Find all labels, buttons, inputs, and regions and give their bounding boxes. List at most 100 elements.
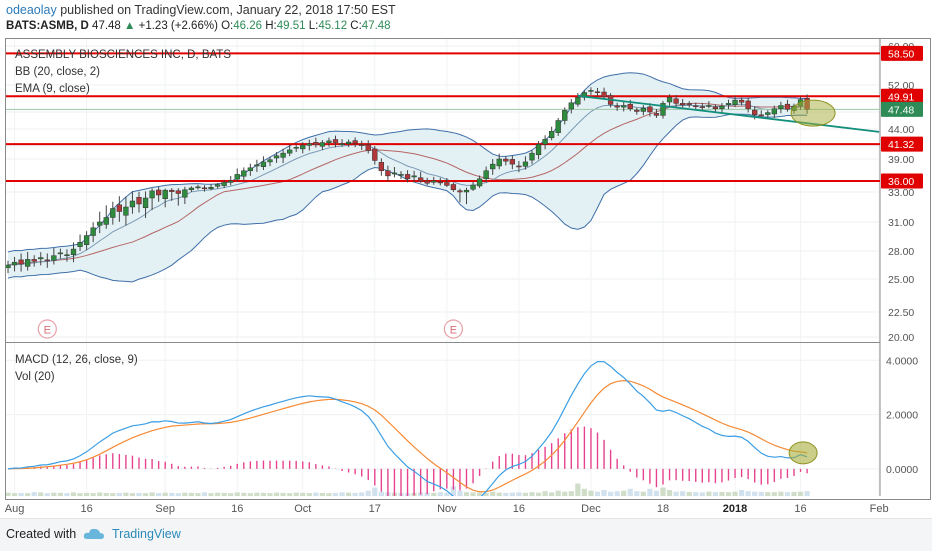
candle-up xyxy=(51,255,57,261)
candle-down xyxy=(503,158,509,162)
volume-bar xyxy=(680,491,686,496)
low-value: 45.12 xyxy=(318,20,348,32)
candle-up xyxy=(293,147,299,149)
volume-bar xyxy=(287,493,293,496)
volume-bar xyxy=(162,492,168,496)
volume-bar xyxy=(110,493,116,496)
candle-down xyxy=(444,182,450,186)
candle-down xyxy=(594,91,601,93)
candle-up xyxy=(326,140,332,143)
candle-down xyxy=(372,148,378,161)
published-text: published on TradingView.com, January 22… xyxy=(60,3,396,17)
volume-bar xyxy=(660,487,666,496)
price-tick-label: 25.00 xyxy=(888,274,914,286)
volume-bar xyxy=(529,492,535,496)
candle-down xyxy=(424,180,430,184)
candle-down xyxy=(614,105,620,108)
volume-bar xyxy=(97,492,103,496)
candle-up xyxy=(398,174,404,176)
candle-up xyxy=(247,167,253,171)
volume-bar xyxy=(234,492,240,496)
low-label: L: xyxy=(308,20,319,32)
highlight-ellipse xyxy=(790,99,836,127)
volume-bar xyxy=(182,492,188,496)
volume-bar xyxy=(542,491,548,496)
x-tick-label: Feb xyxy=(870,503,889,515)
volume-bar xyxy=(653,490,660,496)
volume-bar xyxy=(247,493,253,496)
volume-bar xyxy=(18,492,24,496)
x-tick-label: 16 xyxy=(794,503,806,515)
volume-bar xyxy=(241,492,247,496)
candle-up xyxy=(97,221,103,226)
volume-bar xyxy=(116,492,122,496)
candle-up xyxy=(778,105,784,110)
volume-bar xyxy=(450,486,456,496)
macd-legend: MACD (12, 26, close, 9) xyxy=(15,354,138,366)
candle-up xyxy=(70,248,77,255)
candle-up xyxy=(666,97,673,103)
candle-up xyxy=(529,152,535,161)
tradingview-cloud-icon[interactable] xyxy=(83,527,105,541)
candle-down xyxy=(418,177,424,182)
candle-down xyxy=(437,181,443,184)
high-label: H: xyxy=(265,20,277,32)
candle-down xyxy=(404,174,411,180)
price-label-text: 47.48 xyxy=(888,104,914,116)
candle-down xyxy=(673,98,679,104)
volume-bar xyxy=(522,492,529,496)
volume-bar xyxy=(319,492,325,496)
volume-bar xyxy=(739,490,745,496)
volume-bar xyxy=(765,492,771,496)
tradingview-link[interactable]: TradingView xyxy=(112,527,181,541)
volume-bar xyxy=(503,492,509,496)
candle-up xyxy=(431,180,437,183)
price-tick-label: 20.00 xyxy=(888,332,914,344)
volume-bar xyxy=(758,491,764,496)
x-tick-label: 16 xyxy=(231,503,243,515)
price-change: +1.23 (+2.66%) xyxy=(138,20,218,32)
candle-up xyxy=(162,189,168,200)
price-tick-label: 28.00 xyxy=(888,246,914,258)
candle-down xyxy=(653,113,660,116)
volume-bar xyxy=(352,492,358,496)
candle-up xyxy=(149,190,155,199)
volume-bar xyxy=(306,493,312,496)
price-tick-label: 31.00 xyxy=(888,217,914,229)
volume-bar xyxy=(149,492,155,496)
macd-line xyxy=(7,361,808,496)
chart-canvas[interactable]: EE 20.0022.5025.0028.0031.0033.0036.0039… xyxy=(0,0,932,518)
chart-frame[interactable] xyxy=(5,38,931,500)
author-link[interactable]: odeaolay xyxy=(6,3,57,17)
volume-bar xyxy=(188,492,194,496)
earnings-marker xyxy=(37,319,57,339)
volume-bar xyxy=(372,487,378,496)
symbol-label: BATS:ASMB, D xyxy=(6,20,89,32)
candle-down xyxy=(116,204,122,212)
volume-bar xyxy=(260,492,267,496)
candle-down xyxy=(201,187,208,190)
x-tick-label: Sep xyxy=(155,503,175,515)
earnings-marker xyxy=(443,319,463,339)
volume-bar xyxy=(778,491,784,496)
price-label-text: 58.50 xyxy=(888,48,914,60)
volume-bar xyxy=(123,492,129,496)
volume-bar xyxy=(791,491,797,496)
candle-down xyxy=(699,106,705,108)
candle-up xyxy=(575,97,581,105)
volume-bar xyxy=(437,492,443,496)
candle-up xyxy=(319,142,326,147)
candle-down xyxy=(627,103,633,110)
volume-bar xyxy=(64,493,70,496)
main-legend: ASSEMBLY BIOSCIENCES INC, D, BATS xyxy=(15,49,231,61)
candle-up xyxy=(470,184,476,190)
volume-bar xyxy=(228,493,234,496)
candle-down xyxy=(752,109,758,116)
volume-bar xyxy=(38,492,44,496)
volume-bar xyxy=(732,491,738,496)
volume-bar xyxy=(156,493,162,496)
earnings-marker-label: E xyxy=(450,325,457,337)
macd-pane[interactable] xyxy=(5,361,818,505)
candle-up xyxy=(300,145,306,150)
